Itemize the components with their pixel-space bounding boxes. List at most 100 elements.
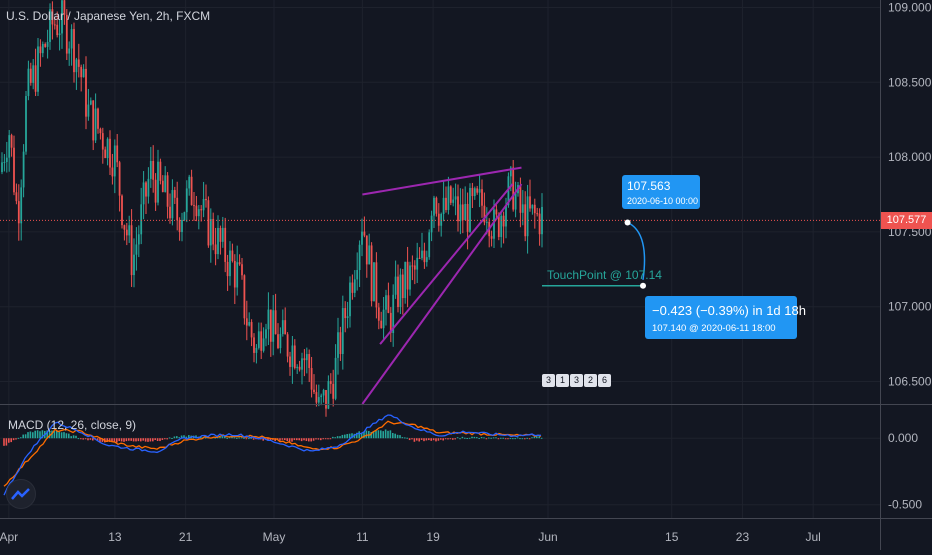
macd-histogram-bar <box>130 438 132 441</box>
macd-histogram-bar <box>339 436 341 439</box>
event-badge[interactable]: 1 <box>556 374 569 387</box>
macd-histogram-bar <box>394 433 396 439</box>
candle <box>183 211 186 222</box>
projection-start-callout[interactable]: 107.563 2020-06-10 00:00 <box>622 175 700 209</box>
macd-pane <box>3 414 543 496</box>
candle <box>430 210 433 242</box>
start-price: 107.563 <box>627 179 671 193</box>
candle <box>471 182 474 208</box>
macd-histogram-bar <box>250 437 252 439</box>
candle-body <box>291 345 294 367</box>
candle <box>255 344 258 364</box>
macd-histogram-bar <box>99 438 101 443</box>
candle-body <box>274 310 277 335</box>
macd-histogram-bar <box>380 430 382 439</box>
candle-body <box>255 347 258 353</box>
candle <box>382 296 385 341</box>
candle-body <box>298 366 301 370</box>
macd-histogram-bar <box>10 438 12 443</box>
event-badge[interactable]: 3 <box>542 374 555 387</box>
candle-body <box>370 245 373 302</box>
candle-body <box>399 274 402 308</box>
macd-histogram-bar <box>113 438 116 443</box>
candle <box>442 180 445 222</box>
candle <box>363 216 366 238</box>
candle <box>524 191 527 242</box>
candle <box>397 264 399 313</box>
trendline[interactable] <box>361 183 523 405</box>
candle <box>365 235 368 278</box>
macd-indicator-label[interactable]: MACD (12, 26, close, 9) <box>8 418 137 432</box>
candle <box>164 166 167 193</box>
candle <box>257 322 260 350</box>
candle-body <box>289 356 291 367</box>
macd-histogram-bar <box>305 438 308 441</box>
projection-overlay[interactable] <box>0 219 880 289</box>
projection-start-point[interactable] <box>624 219 631 226</box>
macd-histogram-bar <box>387 430 389 439</box>
macd-histogram-bar <box>320 438 322 441</box>
macd-histogram-bar <box>60 432 63 439</box>
macd-histogram-bar <box>298 438 300 441</box>
candle-body <box>529 196 531 209</box>
macd-histogram-bar <box>389 430 392 439</box>
macd-histogram-bar <box>404 437 406 439</box>
candle <box>137 225 140 258</box>
candle <box>284 307 287 335</box>
candle <box>58 19 61 51</box>
candle <box>142 171 145 220</box>
candle <box>41 41 44 58</box>
candle <box>315 384 318 407</box>
candle <box>94 93 97 144</box>
candle <box>267 292 270 345</box>
candle-body <box>284 320 287 335</box>
macd-histogram-bar <box>72 435 75 439</box>
candle-body <box>149 160 152 179</box>
projection-end-point[interactable] <box>640 282 647 289</box>
macd-histogram-bar <box>188 435 190 439</box>
macd-histogram-bar <box>406 437 408 439</box>
candle <box>224 217 227 273</box>
macd-histogram-bar <box>245 438 248 440</box>
candle <box>308 349 311 383</box>
candle <box>329 373 332 394</box>
projection-end-callout[interactable]: −0.423 (−0.39%) in 1d 18h 107.140 @ 2020… <box>645 296 806 339</box>
trendline[interactable] <box>362 166 522 196</box>
trendline[interactable] <box>379 183 514 345</box>
candle-body <box>341 308 344 355</box>
candle-body <box>22 151 25 188</box>
trendlines[interactable] <box>361 166 523 405</box>
candle <box>3 154 6 172</box>
event-badge[interactable]: 6 <box>598 374 611 387</box>
candle-body <box>13 147 15 193</box>
candle <box>293 339 296 370</box>
macd-histogram-bar <box>274 438 276 442</box>
candle-body <box>87 104 90 117</box>
macd-histogram-bar <box>358 431 360 439</box>
candle-body <box>183 212 186 221</box>
macd-histogram-bar <box>166 438 168 440</box>
candle-body <box>382 309 385 329</box>
candle <box>380 311 383 329</box>
macd-histogram-bar <box>332 436 334 439</box>
event-badge[interactable]: 2 <box>584 374 597 387</box>
event-badge[interactable]: 3 <box>570 374 583 387</box>
candle <box>454 183 457 216</box>
candle-body <box>471 187 474 197</box>
macd-histogram-bar <box>344 434 346 439</box>
candle <box>44 42 47 48</box>
candle-body <box>118 162 121 196</box>
candle-body <box>267 309 270 330</box>
candle-body <box>197 209 200 217</box>
candle-body <box>469 187 471 232</box>
macd-histogram-bar <box>507 438 509 440</box>
candle-body <box>418 257 421 259</box>
candle-body <box>5 157 8 162</box>
candle-body <box>375 262 378 308</box>
macd-histogram-bar <box>63 432 65 439</box>
candle <box>68 41 71 66</box>
macd-histogram-bar <box>512 438 514 440</box>
